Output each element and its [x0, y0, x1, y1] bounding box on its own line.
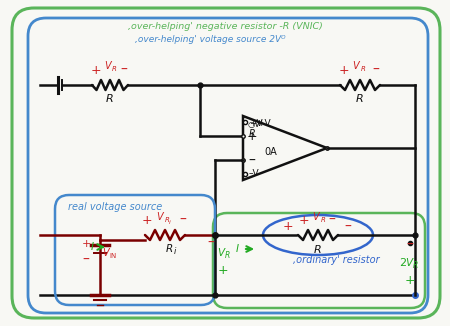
Text: ,over-helping' voltage source 2Vᴼ: ,over-helping' voltage source 2Vᴼ — [135, 35, 285, 44]
Text: R: R — [166, 244, 173, 254]
Text: V: V — [105, 61, 111, 71]
Text: R: R — [165, 217, 170, 223]
Text: V: V — [353, 61, 359, 71]
Text: R: R — [412, 261, 418, 271]
Text: –V: –V — [249, 169, 260, 177]
Text: +: + — [142, 214, 152, 227]
Text: I: I — [90, 242, 94, 252]
Text: V: V — [217, 248, 225, 258]
Text: –: – — [373, 63, 379, 77]
Text: i: i — [169, 220, 171, 226]
Text: V: V — [405, 258, 413, 268]
Text: R: R — [320, 217, 325, 223]
Text: +: + — [299, 214, 309, 227]
Text: IN: IN — [109, 253, 116, 259]
Text: +: + — [405, 274, 415, 288]
Text: i: i — [174, 247, 176, 257]
Text: +: + — [283, 220, 293, 233]
Text: R: R — [112, 66, 117, 72]
Text: R: R — [225, 251, 230, 260]
Text: –: – — [82, 253, 90, 267]
Text: +V: +V — [257, 120, 270, 128]
Text: V: V — [157, 212, 163, 222]
Text: +: + — [81, 239, 91, 249]
Text: 0A: 0A — [265, 147, 277, 157]
Text: R: R — [249, 129, 256, 139]
Text: –: – — [345, 220, 351, 234]
Text: R: R — [360, 66, 365, 72]
Text: –: – — [121, 63, 127, 77]
Text: +: + — [339, 64, 349, 77]
Text: R: R — [356, 94, 364, 104]
Text: +: + — [91, 64, 101, 77]
Text: –: – — [180, 213, 186, 227]
Text: R: R — [106, 94, 114, 104]
Text: I: I — [235, 244, 239, 254]
Text: ,ordinary' resistor: ,ordinary' resistor — [292, 255, 379, 265]
Text: –: – — [406, 238, 414, 252]
Text: +: + — [218, 263, 228, 276]
Text: –: – — [207, 236, 215, 250]
Text: V: V — [102, 248, 108, 258]
Text: 2: 2 — [400, 258, 406, 268]
Text: real voltage source: real voltage source — [68, 202, 162, 212]
Text: –: – — [328, 213, 335, 227]
Text: –: – — [248, 154, 256, 168]
Text: ,over-helping' negative resistor -R (VNIC): ,over-helping' negative resistor -R (VNI… — [127, 22, 323, 31]
Text: +: + — [247, 129, 257, 142]
Text: V: V — [313, 212, 320, 222]
Text: ○V: ○V — [247, 120, 260, 128]
Text: R: R — [314, 245, 322, 255]
Text: +V: +V — [249, 118, 263, 127]
